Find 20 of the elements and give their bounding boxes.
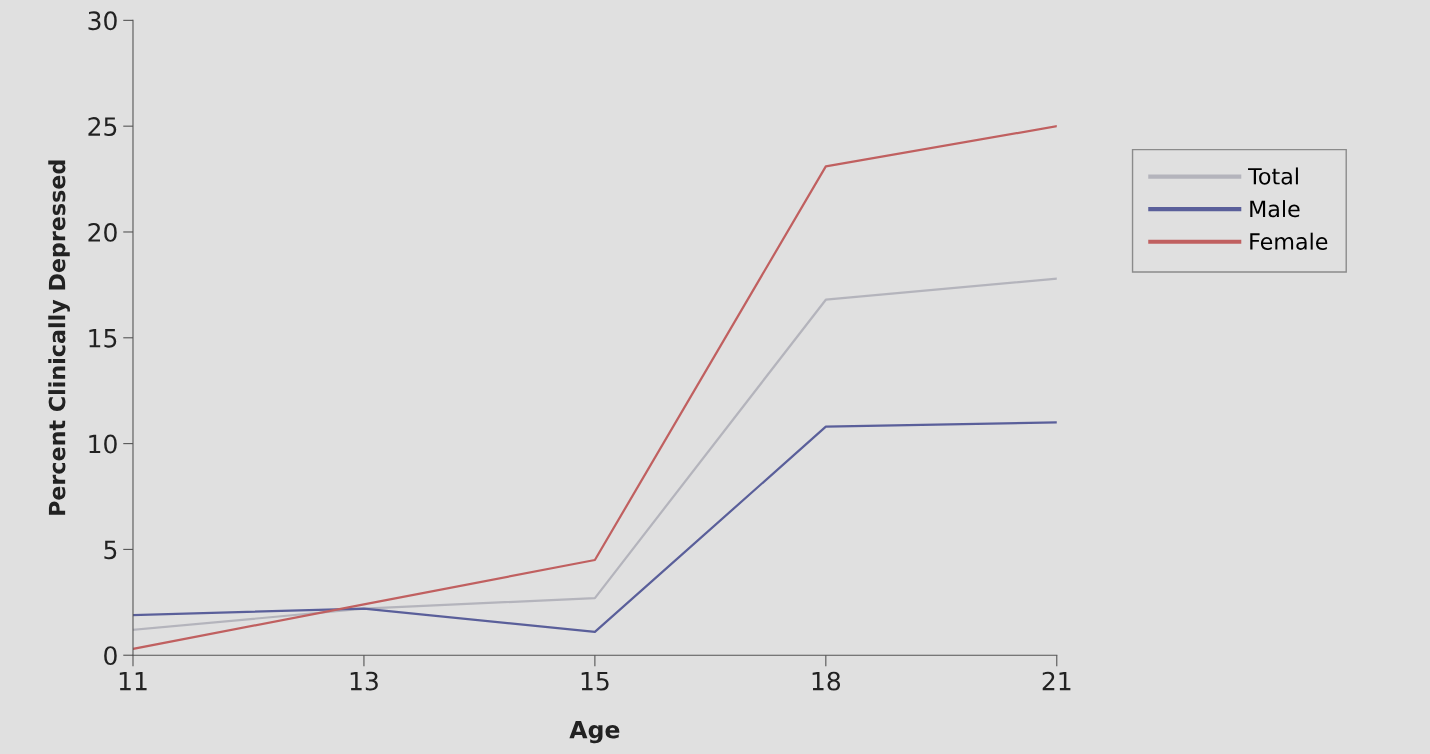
y-axis-title: Percent Clinically Depressed (48, 160, 70, 515)
legend-label: Male (1250, 200, 1300, 218)
x-tick-label: 21 (1042, 671, 1071, 691)
y-tick-label: 20 (88, 222, 117, 242)
y-tick-label: 25 (88, 117, 117, 137)
x-tick-label: 18 (812, 671, 841, 691)
y-tick-label: 30 (88, 11, 117, 31)
line-series (132, 277, 1057, 631)
legend-label: Total (1248, 167, 1298, 185)
x-axis-title: Age (569, 720, 620, 744)
y-tick-label: 5 (104, 540, 117, 560)
line-series (132, 125, 1057, 650)
y-tick-label: 0 (104, 646, 117, 666)
y-tick-label: 10 (89, 434, 117, 454)
x-tick-label: 11 (119, 671, 147, 691)
y-tick-label: 15 (89, 329, 117, 348)
line-series (132, 421, 1057, 634)
legend-label: Female (1250, 232, 1328, 250)
x-tick-label: 13 (350, 671, 378, 691)
x-tick-label: 15 (581, 671, 609, 691)
